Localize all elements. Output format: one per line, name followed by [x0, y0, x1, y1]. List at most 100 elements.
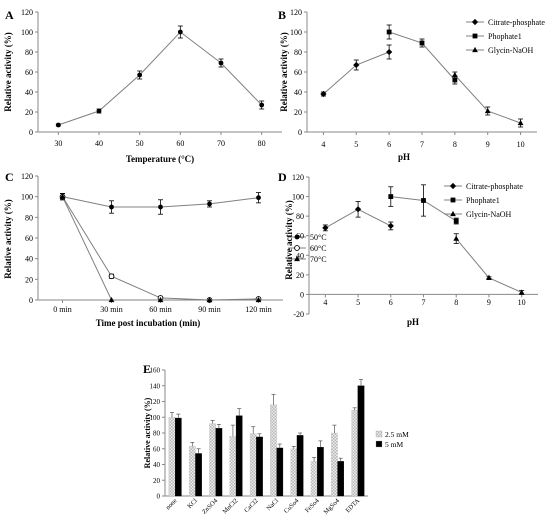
panel-e-bar	[337, 461, 344, 497]
panel-c-xtick-label: 0 min	[53, 305, 71, 314]
panel-d-data-point	[453, 218, 459, 224]
panel-e-bar	[357, 385, 365, 497]
panel-c-data-point	[158, 204, 163, 210]
panel-c-ytick-label: 120	[21, 172, 33, 181]
panel-a-xtick-label: 30	[54, 139, 62, 148]
panel-b-legend-label: Phophate1	[488, 32, 522, 41]
panel-e-legend-swatch	[375, 440, 383, 448]
panel-e-bar	[351, 410, 358, 497]
panel-d-xlabel: pH	[407, 317, 419, 327]
panel-c-legend-label: 60°C	[310, 244, 327, 253]
panel-d: D Relative activity (%) pH -20 0 20 40 60 80 1…	[278, 170, 538, 327]
panel-d-xtick-label: 8	[454, 298, 458, 307]
panel-e-bar	[195, 453, 202, 497]
panel-e-bar	[256, 436, 263, 497]
panel-b-data-point	[419, 40, 425, 46]
panel-e-bar	[229, 435, 237, 497]
panel-e-category-label: CaCl2	[243, 497, 260, 514]
panel-b-ytick-label: 20	[294, 108, 302, 117]
panel-c-xtick-label: 90 min	[198, 305, 220, 314]
panel-b-plot: 0 20 40 60 80 100 120 4 5 6 7 8 9 10	[290, 8, 537, 149]
panel-label-b: B	[278, 8, 286, 22]
panel-b-xtick-label: 6	[387, 140, 391, 149]
panel-c-data-point	[108, 296, 115, 303]
panel-e-category-label: ZnSO4	[201, 497, 220, 516]
panel-c: C Relative activity (%) Time post incuba…	[3, 170, 327, 328]
panel-c-plot: 0 20 40 60 80 100 120 0 min 30 min 60 min 90 min 12…	[21, 172, 283, 314]
panel-c-legend-marker	[294, 234, 300, 240]
panel-d-ytick-label: 80	[296, 212, 304, 221]
panel-e-ylabel: Relative activity (%)	[143, 397, 152, 468]
panel-b-xtick-label: 9	[486, 140, 490, 149]
panel-e-bar	[290, 448, 298, 497]
panel-c-legend-label: 70°C	[310, 255, 327, 264]
panel-c-data-point	[157, 296, 164, 303]
panel-a-xtick-label: 50	[136, 139, 144, 148]
panel-c-legend-marker	[294, 245, 300, 251]
panel-a-xtick-label: 40	[95, 139, 103, 148]
panel-a-ytick-label: 40	[25, 88, 33, 97]
panel-a-xtick-label: 60	[176, 139, 184, 148]
panel-e-bar	[317, 447, 324, 497]
panel-d-xtick-label: 6	[389, 298, 393, 307]
panel-b-data-point	[517, 119, 524, 126]
panel-c-data-point	[255, 296, 262, 303]
panel-a-ylabel: Relative activity (%)	[3, 32, 13, 111]
panel-c-ytick-label: 0	[29, 296, 33, 305]
panel-b-legend-marker	[471, 18, 479, 26]
panel-a-plot: 0 20 40 60 80 100 120 30 40 50 60 70 80	[21, 8, 282, 148]
panel-d-data-point	[387, 222, 394, 230]
panel-e-bar	[168, 417, 176, 497]
panel-label-e: E	[143, 362, 151, 376]
panel-e-ytick-label: 120	[150, 398, 161, 406]
panel-b-ylabel: Relative activity (%)	[279, 32, 289, 111]
panel-b-legend: Citrate-phosphate Phophate1 Glycin-NaOH	[466, 18, 545, 55]
panel-e-category-label: FeSo4	[304, 497, 321, 514]
panel-b-series-line	[323, 51, 390, 95]
panel-b-data-point	[386, 48, 393, 56]
panel-a-data-point	[218, 60, 224, 66]
panel-b-xtick-label: 8	[453, 140, 457, 149]
panel-e-category-label: MgSo4	[322, 497, 341, 516]
panel-d-data-point	[453, 235, 460, 241]
panel-e-bar	[188, 446, 196, 497]
panel-b-ytick-label: 80	[294, 48, 302, 57]
panel-d-xtick-label: 9	[487, 298, 491, 307]
panel-b-legend-marker	[472, 33, 478, 39]
panel-c-legend-marker	[294, 255, 300, 262]
panel-b-data-point	[484, 107, 491, 114]
panel-b-xlabel: pH	[398, 152, 410, 162]
panel-e-plot: 0 20 40 60 80 100 120 140 160 none KCl ZnSO4 MnCl2 Ca…	[150, 367, 368, 516]
panel-e-legend-label: 2.5 mM	[385, 430, 409, 439]
panel-d-legend: Citrate-phosphate Phophate1 Glycin-NaOH	[444, 182, 523, 219]
panel-label-a: A	[5, 8, 14, 22]
panel-b-series-line	[454, 74, 521, 124]
panel-d-legend-marker	[450, 210, 456, 217]
panel-e-bar	[276, 447, 284, 497]
panel-d-ytick-label: 20	[296, 271, 304, 280]
panel-d-series-line	[455, 238, 522, 293]
panel-e-ytick-label: 140	[150, 382, 161, 390]
panel-c-ytick-label: 80	[25, 213, 33, 222]
panel-e: E Relative activity (%) 0 20 40 60 80 100 120 1…	[143, 362, 409, 516]
panel-c-data-point	[206, 296, 213, 303]
panel-e-category-label: MnCl2	[221, 497, 239, 515]
panel-c-ylabel: Relative activity (%)	[3, 199, 13, 278]
panel-a-ytick-label: 120	[21, 8, 33, 17]
panel-d-legend-label: Phophate1	[466, 196, 500, 205]
panel-c-xtick-label: 30 min	[100, 305, 122, 314]
panel-b-legend-label: Citrate-phosphate	[488, 18, 545, 27]
panel-d-data-point	[421, 198, 426, 203]
panel-e-ytick-label: 20	[153, 477, 161, 485]
panel-e-ytick-label: 60	[153, 445, 161, 453]
panel-e-bar	[310, 461, 318, 497]
panel-a-ytick-label: 100	[21, 28, 33, 37]
panel-a-ytick-label: 20	[25, 108, 33, 117]
panel-b-legend-label: Glycin-NaOH	[488, 46, 534, 55]
panel-d-data-point	[322, 224, 329, 232]
panel-e-ytick-label: 0	[157, 493, 161, 501]
panel-e-ytick-label: 160	[150, 367, 161, 375]
panel-c-data-point	[59, 193, 66, 199]
panel-c-legend: 50°C 60°C 70°C	[288, 233, 327, 264]
